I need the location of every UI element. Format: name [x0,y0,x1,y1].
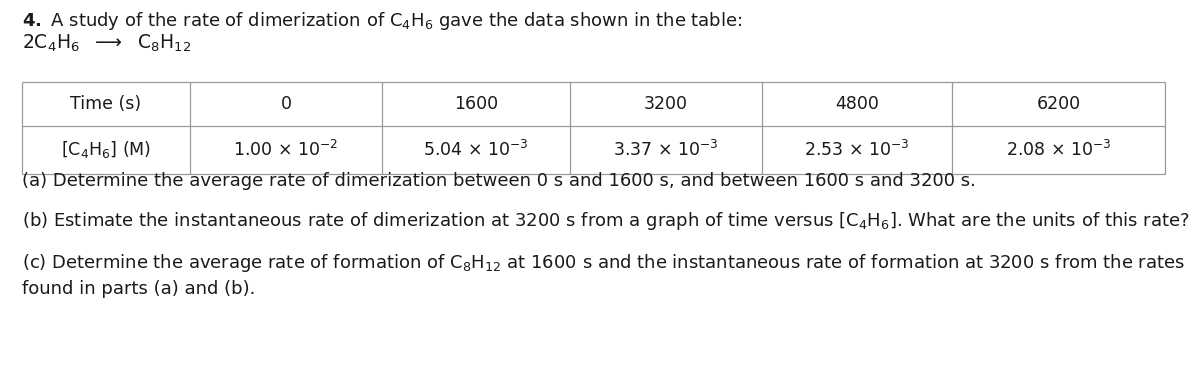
Text: [C$_4$H$_6$] (M): [C$_4$H$_6$] (M) [61,140,151,160]
Text: 3200: 3200 [644,95,688,113]
Text: (c) Determine the average rate of formation of C$_8$H$_{12}$ at 1600 s and the i: (c) Determine the average rate of format… [22,252,1184,274]
Text: 1.00 $\times$ 10$^{-2}$: 1.00 $\times$ 10$^{-2}$ [233,140,338,160]
Text: 2.08 $\times$ 10$^{-3}$: 2.08 $\times$ 10$^{-3}$ [1006,140,1111,160]
Text: $\mathbf{4.}$ A study of the rate of dimerization of C$_4$H$_6$ gave the data sh: $\mathbf{4.}$ A study of the rate of dim… [22,10,743,32]
Text: 1600: 1600 [454,95,498,113]
Text: 2C$_4$H$_6$  $\longrightarrow$  C$_8$H$_{12}$: 2C$_4$H$_6$ $\longrightarrow$ C$_8$H$_{1… [22,33,191,54]
Text: 0: 0 [281,95,292,113]
Text: 4800: 4800 [835,95,878,113]
Text: 6200: 6200 [1037,95,1080,113]
Text: 3.37 $\times$ 10$^{-3}$: 3.37 $\times$ 10$^{-3}$ [613,140,719,160]
Text: 2.53 $\times$ 10$^{-3}$: 2.53 $\times$ 10$^{-3}$ [804,140,910,160]
Text: Time (s): Time (s) [71,95,142,113]
Text: 5.04 $\times$ 10$^{-3}$: 5.04 $\times$ 10$^{-3}$ [424,140,529,160]
Text: found in parts (a) and (b).: found in parts (a) and (b). [22,280,256,298]
Text: (b) Estimate the instantaneous rate of dimerization at 3200 s from a graph of ti: (b) Estimate the instantaneous rate of d… [22,210,1189,232]
Text: (a) Determine the average rate of dimerization between 0 s and 1600 s, and betwe: (a) Determine the average rate of dimeri… [22,172,976,190]
